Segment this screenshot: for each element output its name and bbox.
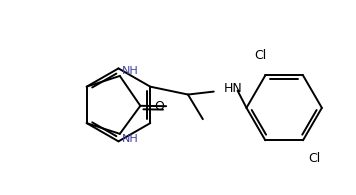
Text: NH: NH xyxy=(122,134,138,144)
Text: Cl: Cl xyxy=(308,152,320,165)
Text: Cl: Cl xyxy=(254,49,267,62)
Text: NH: NH xyxy=(122,66,138,76)
Text: HN: HN xyxy=(224,82,242,95)
Text: O: O xyxy=(154,100,164,113)
